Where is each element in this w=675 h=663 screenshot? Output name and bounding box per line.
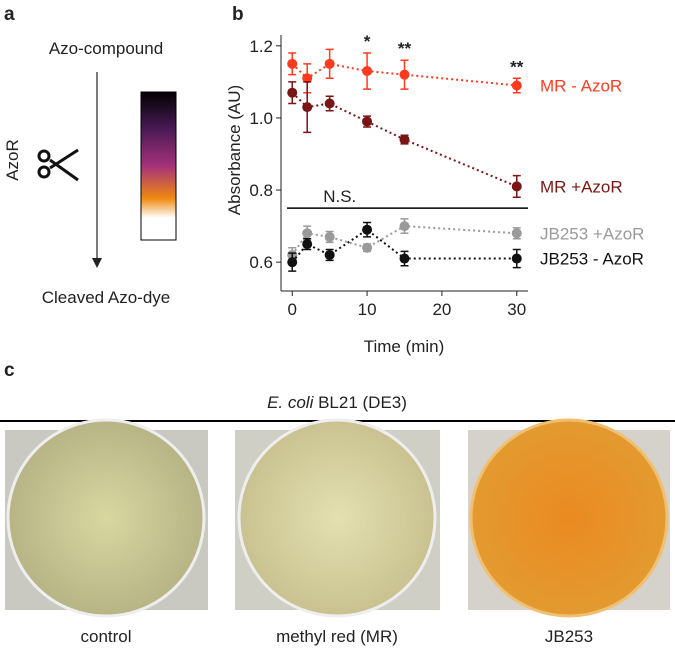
point	[511, 181, 522, 192]
caption: JB253	[545, 627, 593, 646]
point	[511, 228, 522, 239]
point	[324, 249, 335, 260]
point	[399, 134, 410, 145]
title-rest: BL21 (DE3)	[318, 393, 407, 412]
y-tick-label: 0.6	[249, 253, 273, 272]
significance: *	[364, 32, 371, 51]
legend-label: MR - AzoR	[540, 76, 622, 95]
point	[399, 253, 410, 264]
y-tick-label: 0.8	[249, 181, 273, 200]
panel-title: E. coli BL21 (DE3)	[267, 393, 407, 412]
x-axis-label: Time (min)	[364, 337, 445, 356]
point	[302, 228, 313, 239]
point	[362, 224, 373, 235]
side-label: AzoR	[3, 139, 22, 181]
bottom-label: Cleaved Azo-dye	[42, 288, 171, 307]
legend-label: JB253 - AzoR	[540, 250, 644, 269]
legend-label: JB253 +AzoR	[540, 224, 644, 243]
significance: **	[398, 39, 412, 58]
y-axis-label: Absorbance (AU)	[225, 85, 244, 215]
point	[324, 231, 335, 242]
x-tick-label: 10	[358, 300, 377, 319]
arrow-head	[92, 258, 102, 268]
point	[324, 98, 335, 109]
point	[511, 80, 522, 91]
panel-label: b	[232, 4, 244, 25]
point	[324, 58, 335, 69]
panel-label: a	[4, 4, 15, 25]
point	[399, 221, 410, 232]
x-tick-label: 0	[287, 300, 296, 319]
point	[362, 66, 373, 77]
y-tick-label: 1.0	[249, 109, 273, 128]
x-tick-label: 30	[507, 300, 526, 319]
caption: methyl red (MR)	[276, 627, 398, 646]
plate	[469, 418, 669, 618]
point	[511, 253, 522, 264]
point	[302, 239, 313, 250]
point	[362, 242, 373, 253]
point	[302, 102, 313, 113]
panel-label: c	[4, 360, 15, 381]
point	[399, 69, 410, 80]
title-italic: E. coli	[267, 393, 315, 412]
point	[287, 58, 298, 69]
top-label: Azo-compound	[49, 39, 163, 58]
series-line	[291, 91, 518, 188]
point	[362, 116, 373, 127]
legend-label: MR +AzoR	[540, 177, 623, 196]
chart: b Time (min) Absorbance (AU) 0.6 0.8 1.0 1.…	[225, 4, 644, 356]
series-line	[291, 62, 517, 87]
point	[287, 257, 298, 268]
scissors	[37, 148, 79, 182]
plate	[6, 418, 206, 618]
colorbar	[140, 91, 177, 241]
y-tick-label: 1.2	[249, 37, 273, 56]
point	[287, 87, 298, 98]
series-line	[291, 228, 517, 263]
caption: control	[80, 627, 131, 646]
x-tick-label: 20	[432, 300, 451, 319]
ns-label: N.S.	[323, 187, 356, 206]
plate	[237, 418, 437, 618]
point	[302, 73, 313, 84]
significance: **	[510, 57, 524, 76]
